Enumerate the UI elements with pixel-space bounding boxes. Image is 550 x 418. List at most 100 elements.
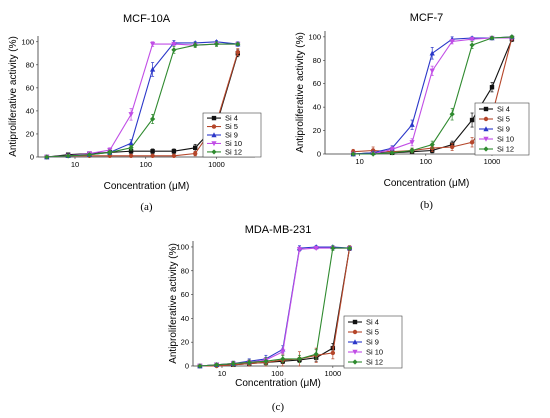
y-axis-label: Antiproliferative activity (%) [295,32,306,153]
data-point [350,151,356,157]
panel-a-mcf-10a: MCF-10A 0 20 40 60 80 100 10 100 1000 Concentratio… [8,13,262,213]
legend-marker [211,132,217,138]
data-point [65,153,71,159]
y-tick-label: 80 [26,60,34,69]
data-point [128,149,134,154]
data-point [263,358,269,364]
x-tick-label: 1000 [208,160,225,169]
chart-title: MCF-7 [410,12,444,24]
data-point [409,140,415,146]
legend-marker [483,106,489,112]
series-line [199,248,351,367]
x-axis-label: Concentration (μM) [104,181,190,192]
x-tick-label: 100 [139,160,152,169]
legend-entry: Si 4 [497,105,510,114]
data-point [469,42,475,48]
legend-marker [483,116,489,122]
x-tick-label: 1000 [484,157,501,166]
x-tick-label: 1000 [324,369,341,378]
data-point [429,142,435,148]
y-tick-label: 60 [181,290,189,299]
legend-entry: Si 12 [497,145,514,154]
data-point [150,116,156,122]
y-axis-label: Antiproliferative activity (%) [168,243,179,364]
panel-c-mda-mb-231: MDA-MB-231 0 20 40 60 80 100 10 100 1000Concentra… [168,224,403,413]
data-point [429,50,435,56]
data-point [469,140,475,145]
legend-marker [352,319,358,325]
data-point [489,35,495,41]
data-point [193,145,198,150]
legend-entry: Si 5 [366,328,379,337]
data-point [193,151,198,156]
data-point [230,361,236,367]
series-line [199,246,350,367]
data-point [346,245,353,251]
series-si-4 [197,245,352,369]
y-tick-label: 20 [313,126,321,135]
legend-entry: Si 5 [497,115,510,124]
y-tick-label: 80 [181,266,189,275]
panel-label: (b) [420,199,433,211]
data-point [44,154,50,160]
legend-entry: Si 12 [366,358,383,367]
data-point [370,151,376,157]
y-tick-label: 0 [30,153,34,162]
legend-marker [211,141,217,147]
y-tick-label: 40 [181,314,189,323]
panel-label: (c) [272,401,285,413]
data-point [128,145,134,151]
x-tick-label: 10 [71,160,79,169]
y-tick-label: 0 [317,150,321,159]
data-point [107,149,113,155]
legend-entry: Si 4 [366,318,379,327]
data-point [389,150,395,156]
data-point [280,349,286,355]
x-tick-label: 10 [218,369,226,378]
y-tick-label: 80 [313,56,321,65]
y-tick-label: 100 [21,37,34,46]
legend-entry: Si 5 [225,122,238,131]
data-point [469,117,475,123]
legend-entry: Si 10 [497,135,514,144]
series-line [199,248,351,367]
x-tick-label: 100 [271,369,284,378]
data-point [150,41,156,47]
data-point [389,147,395,153]
y-tick-label: 40 [26,106,34,115]
data-point [197,363,203,369]
y-tick-label: 20 [26,129,34,138]
legend-entry: Si 12 [225,148,242,157]
legend-marker [352,359,358,365]
series-si-12 [44,41,241,160]
panel-label: (a) [140,201,153,213]
data-point [330,245,336,251]
data-point [235,41,241,47]
data-point [214,362,220,368]
legend-marker [483,146,489,152]
y-tick-label: 100 [308,32,321,41]
legend-marker [211,149,217,155]
series-line [46,43,238,158]
x-axis-label: Concentration (μM) [235,378,321,389]
chart-title: MCF-10A [123,13,171,25]
data-point [313,245,319,251]
data-point [192,42,198,48]
legend-marker [211,115,217,121]
chart-title: MDA-MB-231 [245,224,312,236]
data-point [213,41,220,47]
series-line [199,247,350,367]
series-si-12 [350,34,515,157]
data-point [449,39,455,45]
y-tick-label: 20 [181,338,189,347]
data-point [449,111,455,117]
data-point [171,41,177,47]
data-point [246,359,252,366]
data-point [509,34,515,40]
data-point [469,37,475,42]
data-point [128,140,134,146]
